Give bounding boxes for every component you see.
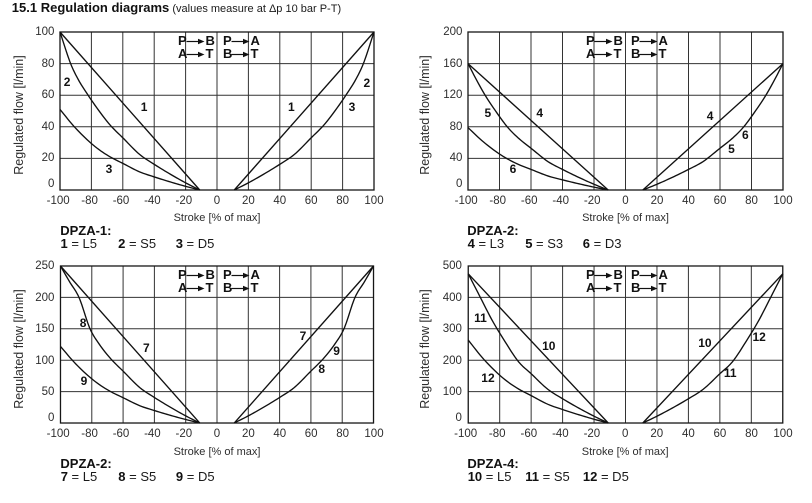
svg-text:T: T [614, 46, 622, 61]
svg-text:T: T [659, 46, 667, 61]
svg-text:A: A [659, 34, 669, 48]
svg-text:A: A [586, 280, 596, 295]
svg-text:B: B [223, 280, 232, 295]
svg-text:A: A [178, 46, 188, 61]
svg-text:A: A [658, 268, 668, 282]
svg-text:P: P [223, 268, 232, 282]
svg-text:A: A [178, 280, 188, 295]
svg-text:A: A [251, 268, 261, 282]
svg-text:P: P [178, 34, 187, 48]
svg-text:B: B [613, 268, 622, 282]
svg-text:B: B [223, 46, 232, 61]
svg-text:B: B [614, 34, 623, 48]
svg-text:P: P [178, 268, 187, 282]
svg-text:T: T [206, 46, 214, 61]
svg-text:T: T [251, 280, 259, 295]
svg-text:B: B [631, 46, 640, 61]
svg-text:A: A [586, 46, 596, 61]
svg-text:P: P [586, 268, 595, 282]
svg-text:T: T [613, 280, 621, 295]
svg-text:B: B [631, 280, 640, 295]
svg-text:T: T [251, 46, 259, 61]
svg-text:A: A [251, 34, 261, 48]
svg-text:P: P [223, 34, 232, 48]
svg-text:B: B [206, 268, 215, 282]
svg-text:P: P [631, 268, 640, 282]
svg-text:P: P [631, 34, 640, 48]
svg-text:P: P [586, 34, 595, 48]
svg-text:T: T [658, 280, 666, 295]
svg-text:B: B [206, 34, 215, 48]
svg-text:T: T [206, 280, 214, 295]
